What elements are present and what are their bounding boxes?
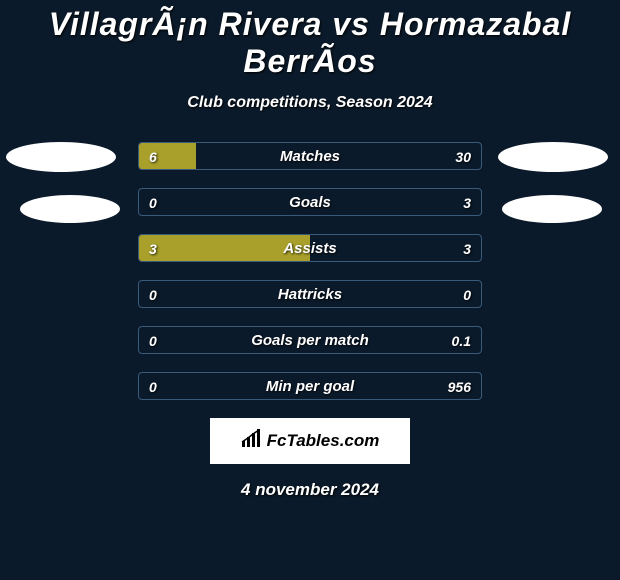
stat-value-right: 956 bbox=[448, 373, 471, 400]
stat-label: Min per goal bbox=[139, 373, 481, 400]
date-label: 4 november 2024 bbox=[0, 480, 620, 500]
stat-value-right: 30 bbox=[455, 143, 471, 170]
logo-text: FcTables.com bbox=[267, 431, 380, 451]
stat-row: 0Min per goal956 bbox=[138, 372, 482, 400]
page-title: VillagrÃ¡n Rivera vs Hormazabal BerrÃ­os bbox=[0, 0, 620, 80]
comparison-bars: 6Matches300Goals33Assists30Hattricks00Go… bbox=[138, 142, 482, 400]
stat-row: 6Matches30 bbox=[138, 142, 482, 170]
chart-bars-icon bbox=[241, 429, 263, 454]
stat-row: 3Assists3 bbox=[138, 234, 482, 262]
stat-value-right: 3 bbox=[463, 189, 471, 216]
stat-row: 0Goals per match0.1 bbox=[138, 326, 482, 354]
avatar-ellipse bbox=[6, 142, 116, 172]
avatar-ellipse bbox=[20, 195, 120, 223]
stat-label: Goals bbox=[139, 189, 481, 216]
stat-value-right: 0.1 bbox=[452, 327, 471, 354]
stat-row: 0Goals3 bbox=[138, 188, 482, 216]
stat-label: Goals per match bbox=[139, 327, 481, 354]
logo-box: FcTables.com bbox=[210, 418, 410, 464]
page-subtitle: Club competitions, Season 2024 bbox=[0, 94, 620, 112]
avatar-ellipse bbox=[498, 142, 608, 172]
comparison-stage: 6Matches300Goals33Assists30Hattricks00Go… bbox=[0, 142, 620, 400]
stat-label: Matches bbox=[139, 143, 481, 170]
stat-label: Assists bbox=[139, 235, 481, 262]
stat-value-right: 3 bbox=[463, 235, 471, 262]
stat-label: Hattricks bbox=[139, 281, 481, 308]
stat-row: 0Hattricks0 bbox=[138, 280, 482, 308]
stat-value-right: 0 bbox=[463, 281, 471, 308]
avatar-ellipse bbox=[502, 195, 602, 223]
